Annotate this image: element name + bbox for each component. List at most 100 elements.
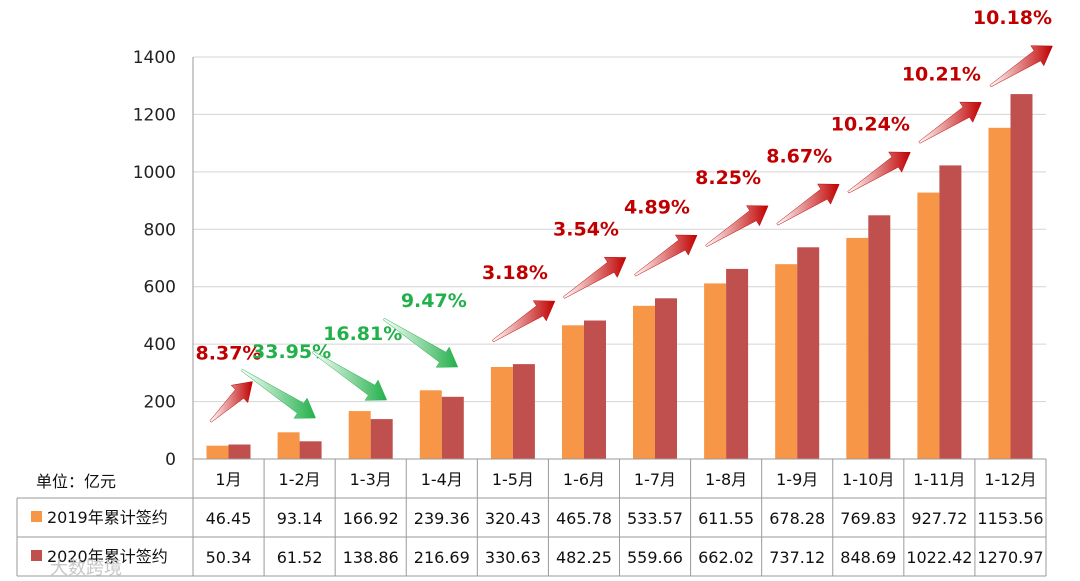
category-label: 1-11月 bbox=[913, 470, 965, 489]
table-cell: 138.86 bbox=[343, 548, 399, 567]
table-cell: 533.57 bbox=[627, 509, 683, 528]
table-cell: 559.66 bbox=[627, 548, 683, 567]
category-label: 1-8月 bbox=[705, 470, 747, 489]
bar-2019-7 bbox=[704, 283, 727, 459]
bar-2020-11 bbox=[1010, 94, 1033, 459]
category-label: 1月 bbox=[215, 470, 241, 489]
bar-2020-9 bbox=[868, 215, 891, 459]
bar-2020-6 bbox=[655, 298, 677, 459]
table-cell: 166.92 bbox=[343, 509, 399, 528]
category-label: 1-5月 bbox=[492, 470, 534, 489]
bar-2019-8 bbox=[775, 264, 798, 459]
data-table: 单位：亿元 1月 1-2月 1-3月 1-4月 1-5月 1-6月 1-7月 1-8月 1-9月… bbox=[16, 458, 1047, 577]
legend-label: 2020年累计签约 bbox=[47, 547, 168, 566]
bar-2020-4 bbox=[512, 364, 535, 459]
y-tick-label: 1200 bbox=[133, 105, 176, 125]
category-label: 1-2月 bbox=[279, 470, 321, 489]
category-label: 1-12月 bbox=[984, 470, 1036, 489]
table-cell: 465.78 bbox=[556, 509, 612, 528]
growth-label: 8.67% bbox=[766, 145, 832, 167]
table-cell: 678.28 bbox=[769, 509, 825, 528]
bar-2019-3 bbox=[419, 390, 442, 459]
growth-label: 3.18% bbox=[482, 262, 548, 284]
y-tick-label: 1400 bbox=[133, 48, 176, 68]
table-cell: 1022.42 bbox=[906, 548, 972, 567]
growth-label: 4.89% bbox=[624, 196, 690, 218]
growth-annotations: 8.37%33.95%16.81% 9.47% 3.18%3.54%4.89%8.2… bbox=[196, 7, 1053, 423]
table-cell: 737.12 bbox=[769, 548, 825, 567]
bar-series bbox=[206, 94, 1033, 460]
table-cell: 50.34 bbox=[206, 548, 252, 567]
up-arrow-icon bbox=[563, 256, 627, 299]
table-cell: 46.45 bbox=[206, 509, 252, 528]
table-cell: 848.69 bbox=[840, 548, 896, 567]
bar-2020-2 bbox=[370, 419, 393, 459]
bar-2020-0 bbox=[228, 444, 251, 459]
table-cell: 769.83 bbox=[840, 509, 896, 528]
bar-2020-1 bbox=[299, 441, 322, 459]
category-label: 1-9月 bbox=[776, 470, 818, 489]
bar-2019-2 bbox=[348, 411, 371, 459]
bar-2020-5 bbox=[584, 320, 606, 459]
table-cell: 93.14 bbox=[277, 509, 323, 528]
watermark: 大数跨境 bbox=[50, 558, 122, 579]
growth-label: 3.54% bbox=[553, 219, 619, 241]
bar-2019-9 bbox=[846, 237, 869, 459]
y-tick-label: 400 bbox=[144, 335, 176, 355]
bar-2020-10 bbox=[939, 165, 962, 459]
table-cell: 1153.56 bbox=[977, 509, 1043, 528]
table-cell: 239.36 bbox=[414, 509, 470, 528]
legend-swatch-2019 bbox=[31, 511, 42, 522]
table-cell: 61.52 bbox=[277, 548, 323, 567]
table-cell: 611.55 bbox=[698, 509, 754, 528]
table-cell: 216.69 bbox=[414, 548, 470, 567]
bar-2019-4 bbox=[490, 367, 513, 459]
y-tick-label: 0 bbox=[165, 450, 176, 470]
table-cell: 330.63 bbox=[485, 548, 541, 567]
up-arrow-icon bbox=[918, 101, 982, 144]
down-arrow-icon bbox=[240, 368, 316, 419]
bar-2019-5 bbox=[562, 325, 584, 459]
gridlines bbox=[193, 56, 1046, 460]
growth-label: 10.18% bbox=[973, 7, 1052, 29]
bar-2019-1 bbox=[277, 432, 300, 459]
unit-label: 单位：亿元 bbox=[36, 472, 116, 491]
category-label: 1-3月 bbox=[350, 470, 392, 489]
growth-label: 10.24% bbox=[831, 113, 910, 135]
bar-2020-3 bbox=[441, 396, 464, 459]
bar-2019-6 bbox=[633, 305, 655, 459]
up-arrow-icon bbox=[491, 300, 556, 343]
category-label: 1-4月 bbox=[421, 470, 463, 489]
y-tick-label: 200 bbox=[144, 393, 176, 413]
y-tick-label: 600 bbox=[144, 278, 176, 298]
table-cell: 320.43 bbox=[485, 509, 541, 528]
category-label: 1-6月 bbox=[563, 470, 605, 489]
bar-2019-11 bbox=[988, 127, 1011, 460]
up-arrow-icon bbox=[209, 381, 253, 423]
legend-label: 2019年累计签约 bbox=[47, 508, 168, 527]
growth-label: 8.37% bbox=[196, 343, 262, 365]
table-cell: 927.72 bbox=[911, 509, 967, 528]
category-label: 1-10月 bbox=[842, 470, 894, 489]
up-arrow-icon bbox=[634, 234, 698, 277]
up-arrow-icon bbox=[776, 183, 840, 226]
growth-label: 10.21% bbox=[902, 63, 981, 85]
growth-label: 9.47% bbox=[401, 290, 467, 312]
y-axis: 0 200 400 600 800 1000 1200 1400 bbox=[133, 48, 194, 470]
bar-2019-0 bbox=[206, 445, 229, 459]
table-cell: 662.02 bbox=[698, 548, 754, 567]
up-arrow-icon bbox=[847, 151, 911, 194]
down-arrow-icon bbox=[382, 317, 459, 368]
bar-2020-8 bbox=[797, 247, 820, 459]
down-arrow-icon bbox=[311, 350, 388, 401]
up-arrow-icon bbox=[989, 45, 1053, 88]
y-tick-label: 800 bbox=[144, 220, 176, 240]
bar-2020-7 bbox=[726, 268, 749, 459]
growth-label: 8.25% bbox=[695, 167, 761, 189]
category-label: 1-7月 bbox=[634, 470, 676, 489]
legend-swatch-2020 bbox=[31, 550, 42, 561]
bar-2019-10 bbox=[917, 192, 940, 459]
up-arrow-icon bbox=[705, 205, 769, 248]
y-tick-label: 1000 bbox=[133, 163, 176, 183]
